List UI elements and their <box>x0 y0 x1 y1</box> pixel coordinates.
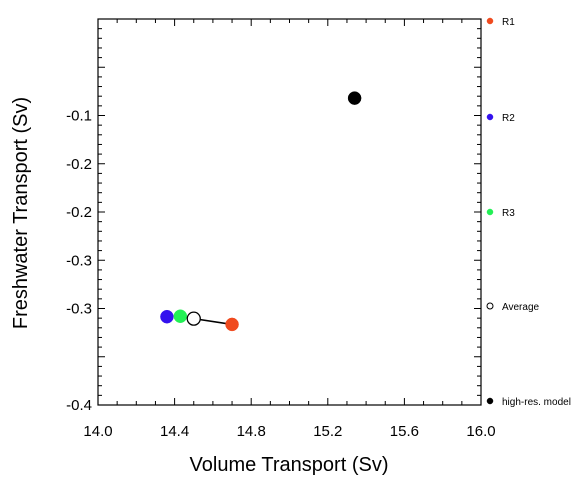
y-axis-label: Freshwater Transport (Sv) <box>10 97 32 329</box>
point-average <box>186 311 201 326</box>
tick-labels: 14.0 14.4 14.8 15.2 15.6 16.0 -0.1 -0.2 -0.2 -0.3… <box>66 108 495 441</box>
legend-marker <box>486 208 494 216</box>
y-tick-label: -0.3 <box>66 252 92 269</box>
x-axis-label: Volume Transport (Sv) <box>190 454 389 476</box>
point-high-res-model <box>347 91 362 105</box>
legend-label: R1 <box>502 17 515 28</box>
x-tick-label: 15.6 <box>390 423 419 440</box>
data-marks <box>160 91 362 332</box>
y-tick-label: -0.1 <box>66 108 92 125</box>
legend-label: R2 <box>502 113 515 124</box>
y-tick-label: -0.2 <box>66 204 92 221</box>
y-tick-label: -0.2 <box>66 156 92 173</box>
legend-marker <box>486 397 494 405</box>
x-tick-label: 16.0 <box>466 423 495 440</box>
axis-ticks <box>97 18 482 406</box>
y-tick-label: -0.4 <box>66 397 92 414</box>
plot-frame <box>97 18 482 406</box>
legend: R1 R2 R3 Average high-res. model <box>486 17 571 408</box>
x-tick-label: 14.8 <box>237 423 266 440</box>
x-tick-label: 14.4 <box>160 423 189 440</box>
legend-label: high-res. model <box>502 397 571 408</box>
legend-label: Average <box>502 302 540 313</box>
legend-marker <box>486 113 494 121</box>
legend-label: R3 <box>502 208 515 219</box>
x-tick-label: 15.2 <box>313 423 342 440</box>
point-r1 <box>225 317 239 332</box>
x-tick-label: 14.0 <box>83 423 112 440</box>
legend-marker <box>486 302 494 310</box>
y-tick-label: -0.3 <box>66 301 92 318</box>
point-r2 <box>160 309 174 324</box>
point-r3 <box>173 309 188 323</box>
plot-axes <box>97 18 482 406</box>
legend-marker <box>486 17 494 25</box>
